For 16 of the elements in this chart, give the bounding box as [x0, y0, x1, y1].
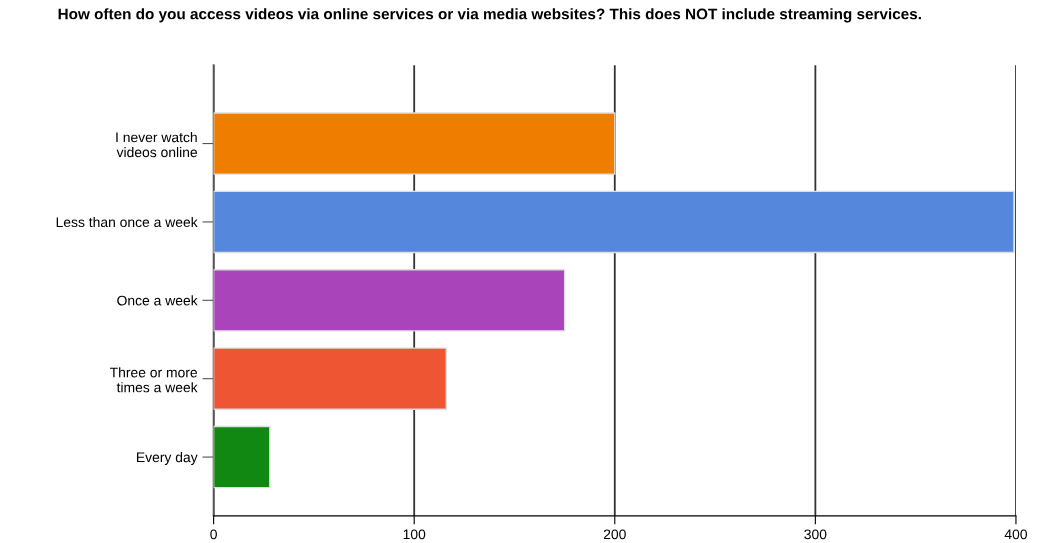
- bar: [213, 347, 447, 410]
- y-tick-label: I never watch videos online: [116, 132, 198, 158]
- y-tick-label: Every day: [137, 452, 198, 465]
- bar: [213, 425, 271, 489]
- bar: [213, 112, 616, 175]
- y-tick-label: Once a week: [117, 295, 198, 306]
- y-tick-label: Three or more times a week: [109, 367, 198, 393]
- chart-title: How often do you access videos via online services or via media websites? This does NOT include streaming services.: [58, 8, 921, 23]
- bar: [213, 190, 1015, 254]
- x-tick-label: 400: [1004, 529, 1027, 540]
- bar: [213, 269, 566, 332]
- x-tick-label: 100: [403, 529, 426, 540]
- y-tick-label: Less than once a week: [56, 216, 198, 228]
- x-tick-label: 300: [804, 529, 827, 540]
- x-tick-label: 0: [210, 529, 217, 540]
- x-tick-label: 200: [603, 529, 626, 540]
